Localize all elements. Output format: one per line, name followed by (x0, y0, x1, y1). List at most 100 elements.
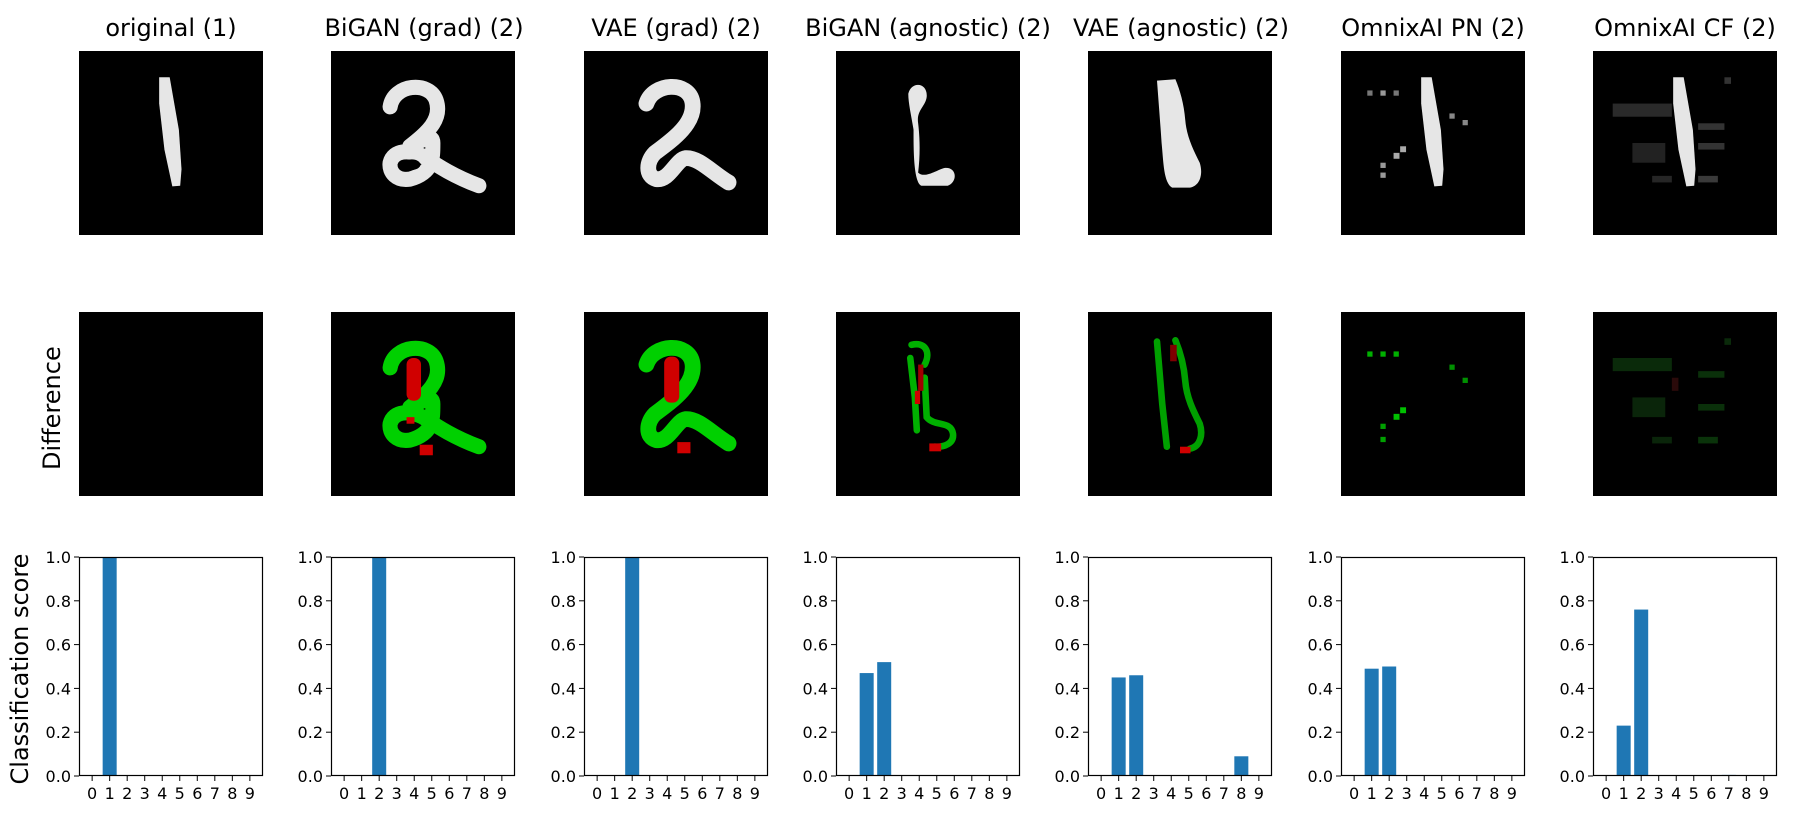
bar-chart-svg: 0.0 0.2 0.4 0.6 0.8 1.0 0 1 2 3 4 5 6 7 8 9 (1055, 548, 1273, 803)
x-tick-label: 0 (1601, 784, 1611, 803)
plot-frame (330, 556, 516, 777)
y-tick-label: 0.4 (298, 679, 323, 698)
x-tick-label: 5 (175, 784, 185, 803)
y-tick-label: 1.0 (46, 548, 71, 567)
y-tick-label: 0.0 (1560, 767, 1585, 786)
x-tick-label: 7 (1724, 784, 1734, 803)
x-tick-label: 5 (1689, 784, 1699, 803)
x-tick-label: 1 (610, 784, 620, 803)
plot-frame (78, 556, 264, 777)
y-tick-label: 0.2 (298, 723, 323, 742)
y-tick-label: 0.8 (551, 592, 576, 611)
x-tick-label: 8 (479, 784, 489, 803)
bar-2 (877, 662, 892, 776)
x-tick-label: 2 (1384, 784, 1394, 803)
empty-diff-icon (79, 312, 263, 496)
x-tick-label: 4 (914, 784, 924, 803)
bar-2 (1382, 666, 1397, 776)
diff-bigan-grad-icon (331, 312, 515, 496)
bar-chart-vae-grad: 0.0 0.2 0.4 0.6 0.8 1.0 0 1 2 3 4 5 6 7 8 9 (551, 548, 769, 803)
x-tick-label: 3 (1402, 784, 1412, 803)
x-tick-label: 3 (392, 784, 402, 803)
x-tick-label: 7 (462, 784, 472, 803)
y-tick-label: 0.2 (1308, 723, 1333, 742)
panel-title-omnixai-cf: OmnixAI CF (2) (1594, 14, 1776, 42)
x-tick-label: 6 (444, 784, 454, 803)
y-tick-label: 0.0 (551, 767, 576, 786)
x-tick-label: 2 (627, 784, 637, 803)
x-tick-label: 5 (1184, 784, 1194, 803)
y-tick-label: 0.6 (298, 636, 323, 655)
x-tick-label: 8 (1236, 784, 1246, 803)
panel-title-original: original (1) (105, 14, 237, 42)
x-tick-label: 8 (732, 784, 742, 803)
x-tick-label: 5 (427, 784, 437, 803)
y-tick-label: 0.0 (803, 767, 828, 786)
bar-1 (1364, 668, 1379, 776)
digit-2-bigan-grad-icon (331, 51, 515, 235)
plot-frame (835, 556, 1021, 777)
y-tick-label: 0.4 (551, 679, 576, 698)
x-tick-label: 8 (1741, 784, 1751, 803)
x-tick-label: 0 (592, 784, 602, 803)
bar-chart-svg: 0.0 0.2 0.4 0.6 0.8 1.0 0 1 2 3 4 5 6 7 8 9 (298, 548, 516, 803)
row-label-classification-score: Classification score (6, 553, 34, 785)
y-tick-label: 0.4 (1308, 679, 1333, 698)
x-tick-label: 1 (1619, 784, 1629, 803)
plot-frame (1592, 556, 1778, 777)
x-tick-label: 3 (1654, 784, 1664, 803)
x-tick-label: 5 (1437, 784, 1447, 803)
x-tick-label: 8 (1489, 784, 1499, 803)
y-tick-label: 1.0 (298, 548, 323, 567)
y-tick-label: 0.8 (803, 592, 828, 611)
x-tick-label: 1 (105, 784, 115, 803)
digit-2-vae-agnostic-icon (1088, 51, 1272, 235)
y-tick-label: 1.0 (551, 548, 576, 567)
x-tick-label: 1 (1114, 784, 1124, 803)
y-tick-label: 0.4 (1055, 679, 1080, 698)
diff-omnixai-pn-icon (1341, 312, 1525, 496)
x-tick-label: 4 (662, 784, 672, 803)
bar-2 (625, 557, 640, 776)
x-tick-label: 1 (1367, 784, 1377, 803)
x-tick-label: 4 (1419, 784, 1429, 803)
bar-chart-svg: 0.0 0.2 0.4 0.6 0.8 1.0 0 1 2 3 4 5 6 7 8 9 (46, 548, 264, 803)
x-tick-label: 6 (1454, 784, 1464, 803)
panel-title-bigan-agnostic: BiGAN (agnostic) (2) (805, 14, 1051, 42)
x-tick-label: 0 (339, 784, 349, 803)
bar-1 (102, 557, 117, 776)
y-tick-label: 1.0 (803, 548, 828, 567)
x-tick-label: 4 (1166, 784, 1176, 803)
x-tick-label: 4 (157, 784, 167, 803)
x-tick-label: 1 (357, 784, 367, 803)
y-tick-label: 0.4 (46, 679, 71, 698)
x-tick-label: 6 (1201, 784, 1211, 803)
row-label-difference: Difference (38, 346, 66, 470)
y-tick-label: 0.8 (298, 592, 323, 611)
x-tick-label: 7 (715, 784, 725, 803)
y-tick-label: 0.4 (803, 679, 828, 698)
digit-1-icon (79, 51, 263, 235)
y-tick-label: 0.6 (1055, 636, 1080, 655)
bar-chart-bigan-grad: 0.0 0.2 0.4 0.6 0.8 1.0 0 1 2 3 4 5 6 7 8 9 (298, 548, 516, 803)
y-tick-label: 0.8 (1055, 592, 1080, 611)
y-tick-label: 0.4 (1560, 679, 1585, 698)
bar-1 (859, 673, 874, 776)
bar-chart-svg: 0.0 0.2 0.4 0.6 0.8 1.0 0 1 2 3 4 5 6 7 8 9 (1560, 548, 1778, 803)
y-tick-label: 0.0 (298, 767, 323, 786)
x-tick-label: 2 (879, 784, 889, 803)
plot-frame (583, 556, 769, 777)
x-tick-label: 9 (750, 784, 760, 803)
y-tick-label: 1.0 (1560, 548, 1585, 567)
y-tick-label: 0.2 (803, 723, 828, 742)
diff-omnixai-cf-icon (1593, 312, 1777, 496)
y-tick-label: 0.8 (1560, 592, 1585, 611)
x-tick-label: 7 (1472, 784, 1482, 803)
bar-2 (1129, 675, 1144, 776)
panel-title-omnixai-pn: OmnixAI PN (2) (1341, 14, 1525, 42)
x-tick-label: 8 (227, 784, 237, 803)
panel-title-vae-agnostic: VAE (agnostic) (2) (1072, 14, 1290, 42)
x-tick-label: 3 (140, 784, 150, 803)
y-tick-label: 0.2 (1055, 723, 1080, 742)
